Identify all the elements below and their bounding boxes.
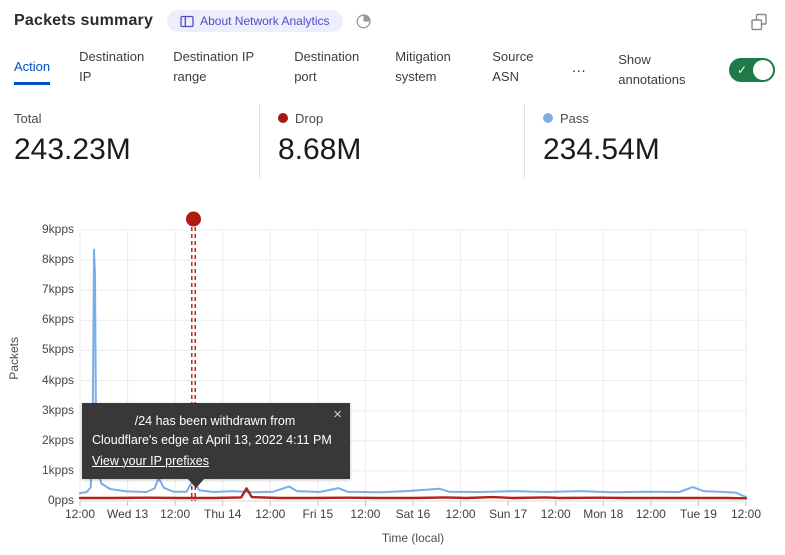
y-tick-label: 0pps (47, 493, 74, 507)
y-tick-label: 3kpps (41, 402, 74, 417)
y-tick-label: 9kpps (41, 222, 74, 236)
x-tick-label: Fri 15 (302, 507, 334, 521)
x-tick-label: 12:00 (255, 507, 286, 521)
drop-dot-icon (278, 113, 288, 123)
stat-total-label: Total (14, 110, 42, 126)
stats-bar: Total 243.23M Drop 8.68M Pass 234.54M (0, 104, 785, 178)
tab-source-asn[interactable]: Source ASN (492, 45, 542, 95)
popout-button[interactable] (747, 10, 771, 37)
stat-drop-value: 8.68M (278, 133, 362, 166)
stat-pass-label: Pass (560, 110, 589, 126)
page-title: Packets summary (14, 12, 154, 29)
x-axis-label: Time (local) (381, 531, 445, 545)
x-tick-label: 12:00 (160, 507, 191, 521)
x-tick-label: 12:00 (445, 507, 476, 521)
panel-header: Packets summary About Network Analytics (14, 8, 771, 34)
tab-action[interactable]: Action (14, 55, 51, 86)
show-annotations-toggle[interactable]: ✓ (729, 58, 775, 82)
pass-dot-icon (543, 113, 553, 123)
show-annotations-label: Show annotations (618, 51, 686, 87)
book-icon (180, 15, 194, 28)
tab-destination-ip[interactable]: Destination IP (79, 45, 144, 95)
y-tick-label: 4kpps (41, 372, 74, 387)
x-tick-label: Thu 14 (204, 507, 242, 521)
x-tick-label: 12:00 (64, 507, 96, 521)
stat-pass-value: 234.54M (543, 133, 660, 166)
annotation-dot-icon (186, 211, 201, 227)
y-tick-label: 1kpps (41, 462, 74, 477)
tooltip-ip-prefixes-link[interactable]: View your IP prefixes (92, 453, 209, 468)
stat-total: Total 243.23M (0, 104, 259, 178)
clock-icon (355, 13, 372, 30)
y-tick-label: 8kpps (41, 252, 74, 267)
popout-icon (749, 13, 769, 35)
tooltip-line1: /24 has been withdrawn from (134, 414, 296, 428)
x-tick-label: 12:00 (635, 507, 666, 521)
x-tick-label: 12:00 (350, 507, 381, 521)
x-tick-label: Mon 18 (583, 507, 624, 521)
stat-total-value: 243.23M (14, 133, 131, 166)
tab-destination-port[interactable]: Destination port (294, 45, 366, 95)
about-network-analytics-badge[interactable]: About Network Analytics (167, 10, 343, 32)
y-tick-label: 7kpps (41, 282, 74, 297)
plot-svg[interactable] (78, 211, 748, 506)
tooltip-close-button[interactable]: × (333, 406, 342, 423)
about-badge-label: About Network Analytics (200, 14, 330, 28)
tooltip-line2: Cloudflare's edge at April 13, 2022 4:11… (92, 433, 332, 448)
y-tick-label: 5kpps (41, 342, 74, 357)
x-tick-label: Sat 16 (395, 507, 431, 521)
tooltip-caret (187, 478, 205, 489)
stat-drop-label: Drop (295, 110, 324, 126)
more-tabs-button[interactable]: … (571, 59, 587, 82)
annotation-tooltip: × /24 has been withdrawn from Cloudflare… (82, 403, 350, 489)
y-tick-label: 2kpps (41, 432, 74, 447)
y-tick-label: 6kpps (41, 312, 74, 327)
x-tick-label: Wed 13 (106, 507, 149, 521)
x-tick-label: Tue 19 (679, 507, 717, 521)
packets-chart: Packets 0pps 1kpps 2kpps 3kpps 4kpps 5kpps 6kp… (0, 210, 785, 555)
x-tick-label: 12:00 (730, 507, 762, 521)
tab-mitigation-system[interactable]: Mitigation system (395, 45, 463, 95)
stat-drop: Drop 8.68M (259, 104, 524, 178)
stat-pass: Pass 234.54M (524, 104, 785, 178)
x-tick-label: Sun 17 (489, 507, 528, 521)
x-tick-label: 12:00 (540, 507, 571, 521)
tab-destination-ip-range[interactable]: Destination IP range (173, 45, 265, 95)
toggle-knob (753, 60, 773, 80)
dimension-tabs-bar: Action Destination IP Destination IP ran… (14, 44, 775, 96)
check-icon: ✓ (737, 63, 748, 77)
